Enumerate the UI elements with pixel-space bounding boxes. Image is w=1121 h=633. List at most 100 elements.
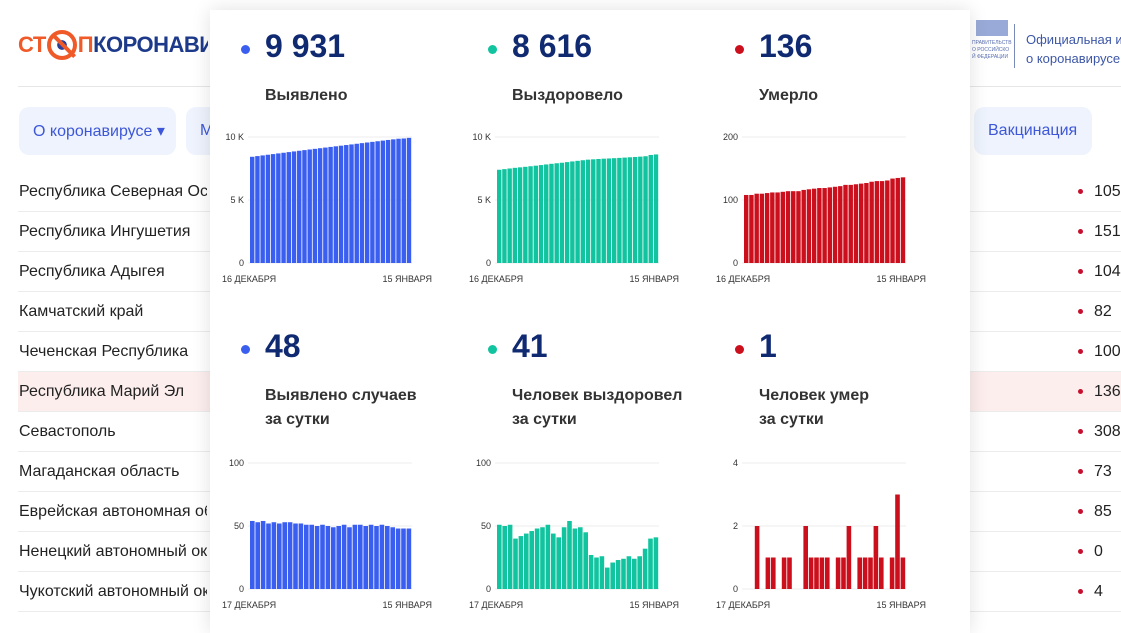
bar[interactable] [380,140,386,263]
bar[interactable] [606,158,612,263]
bar[interactable] [638,156,643,263]
bar[interactable] [596,158,601,263]
bar[interactable] [359,143,365,263]
bar[interactable] [801,189,806,263]
bar[interactable] [775,192,780,263]
bar[interactable] [615,560,621,589]
bar[interactable] [341,524,347,589]
bar[interactable] [817,188,822,263]
bar[interactable] [874,181,880,263]
bar[interactable] [523,166,528,263]
bar[interactable] [653,154,659,263]
bar[interactable] [627,157,633,263]
bar[interactable] [358,524,363,589]
bar[interactable] [266,523,271,589]
bar[interactable] [770,192,775,263]
bar[interactable] [507,168,512,263]
bar[interactable] [808,557,814,590]
bar[interactable] [344,145,349,263]
bar[interactable] [298,523,304,589]
nav-about-coronavirus[interactable]: О коронавирусе ▾ [19,107,176,155]
bar[interactable] [336,526,341,589]
bar[interactable] [333,146,339,263]
bar[interactable] [502,526,507,589]
bar[interactable] [323,147,328,263]
bar[interactable] [401,138,406,263]
bar[interactable] [260,155,265,263]
bar[interactable] [544,164,549,263]
bar[interactable] [347,527,352,589]
bar[interactable] [320,524,325,589]
bar[interactable] [512,167,518,263]
bar[interactable] [533,165,539,263]
bar[interactable] [363,526,368,589]
bar[interactable] [632,156,638,263]
bar[interactable] [328,146,333,263]
bar[interactable] [570,161,575,263]
bar[interactable] [528,166,533,263]
bar[interactable] [540,527,545,589]
bar[interactable] [390,527,395,589]
bar[interactable] [869,181,874,263]
bar[interactable] [642,548,648,589]
bar[interactable] [325,526,331,589]
bar[interactable] [879,557,884,590]
bar[interactable] [354,143,359,263]
bar[interactable] [785,191,791,263]
bar[interactable] [599,556,605,589]
bar[interactable] [879,181,885,263]
bar[interactable] [554,163,559,263]
bar[interactable] [780,191,786,263]
bar[interactable] [814,557,819,590]
bar[interactable] [621,558,626,589]
bar[interactable] [791,191,796,263]
bar[interactable] [401,528,406,589]
bar[interactable] [385,526,390,589]
bar[interactable] [803,526,808,589]
bar[interactable] [364,142,370,263]
bar[interactable] [375,141,380,263]
bar[interactable] [819,557,825,590]
bar[interactable] [594,557,599,590]
bar[interactable] [370,141,375,263]
bar[interactable] [889,557,895,590]
bar[interactable] [260,520,266,589]
bar[interactable] [895,494,900,590]
bar[interactable] [291,151,297,263]
bar[interactable] [575,160,580,263]
bar[interactable] [293,523,298,589]
bar[interactable] [250,156,255,263]
bar[interactable] [617,157,622,263]
bar[interactable] [858,183,864,263]
bar[interactable] [744,194,749,263]
bar[interactable] [846,526,852,589]
bar[interactable] [578,527,583,589]
bar[interactable] [281,152,286,263]
bar[interactable] [271,522,277,589]
bar[interactable] [754,193,759,263]
bar[interactable] [765,557,771,590]
bar[interactable] [518,536,524,589]
bar[interactable] [843,184,848,263]
bar[interactable] [302,150,307,263]
bar[interactable] [297,150,302,263]
bar[interactable] [610,562,615,589]
bar[interactable] [270,154,276,263]
bar[interactable] [588,554,594,589]
bar[interactable] [811,188,817,263]
bar[interactable] [304,524,309,589]
bar[interactable] [338,145,344,263]
bar[interactable] [282,522,287,589]
bar[interactable] [286,152,292,263]
bar[interactable] [349,144,354,263]
bar[interactable] [561,527,567,589]
bar[interactable] [396,138,401,263]
bar[interactable] [787,557,792,590]
bar[interactable] [307,149,312,263]
bar[interactable] [551,533,556,589]
bar[interactable] [764,193,770,263]
bar[interactable] [832,186,838,263]
bar[interactable] [827,187,833,263]
bar[interactable] [368,524,374,589]
bar[interactable] [637,556,642,589]
